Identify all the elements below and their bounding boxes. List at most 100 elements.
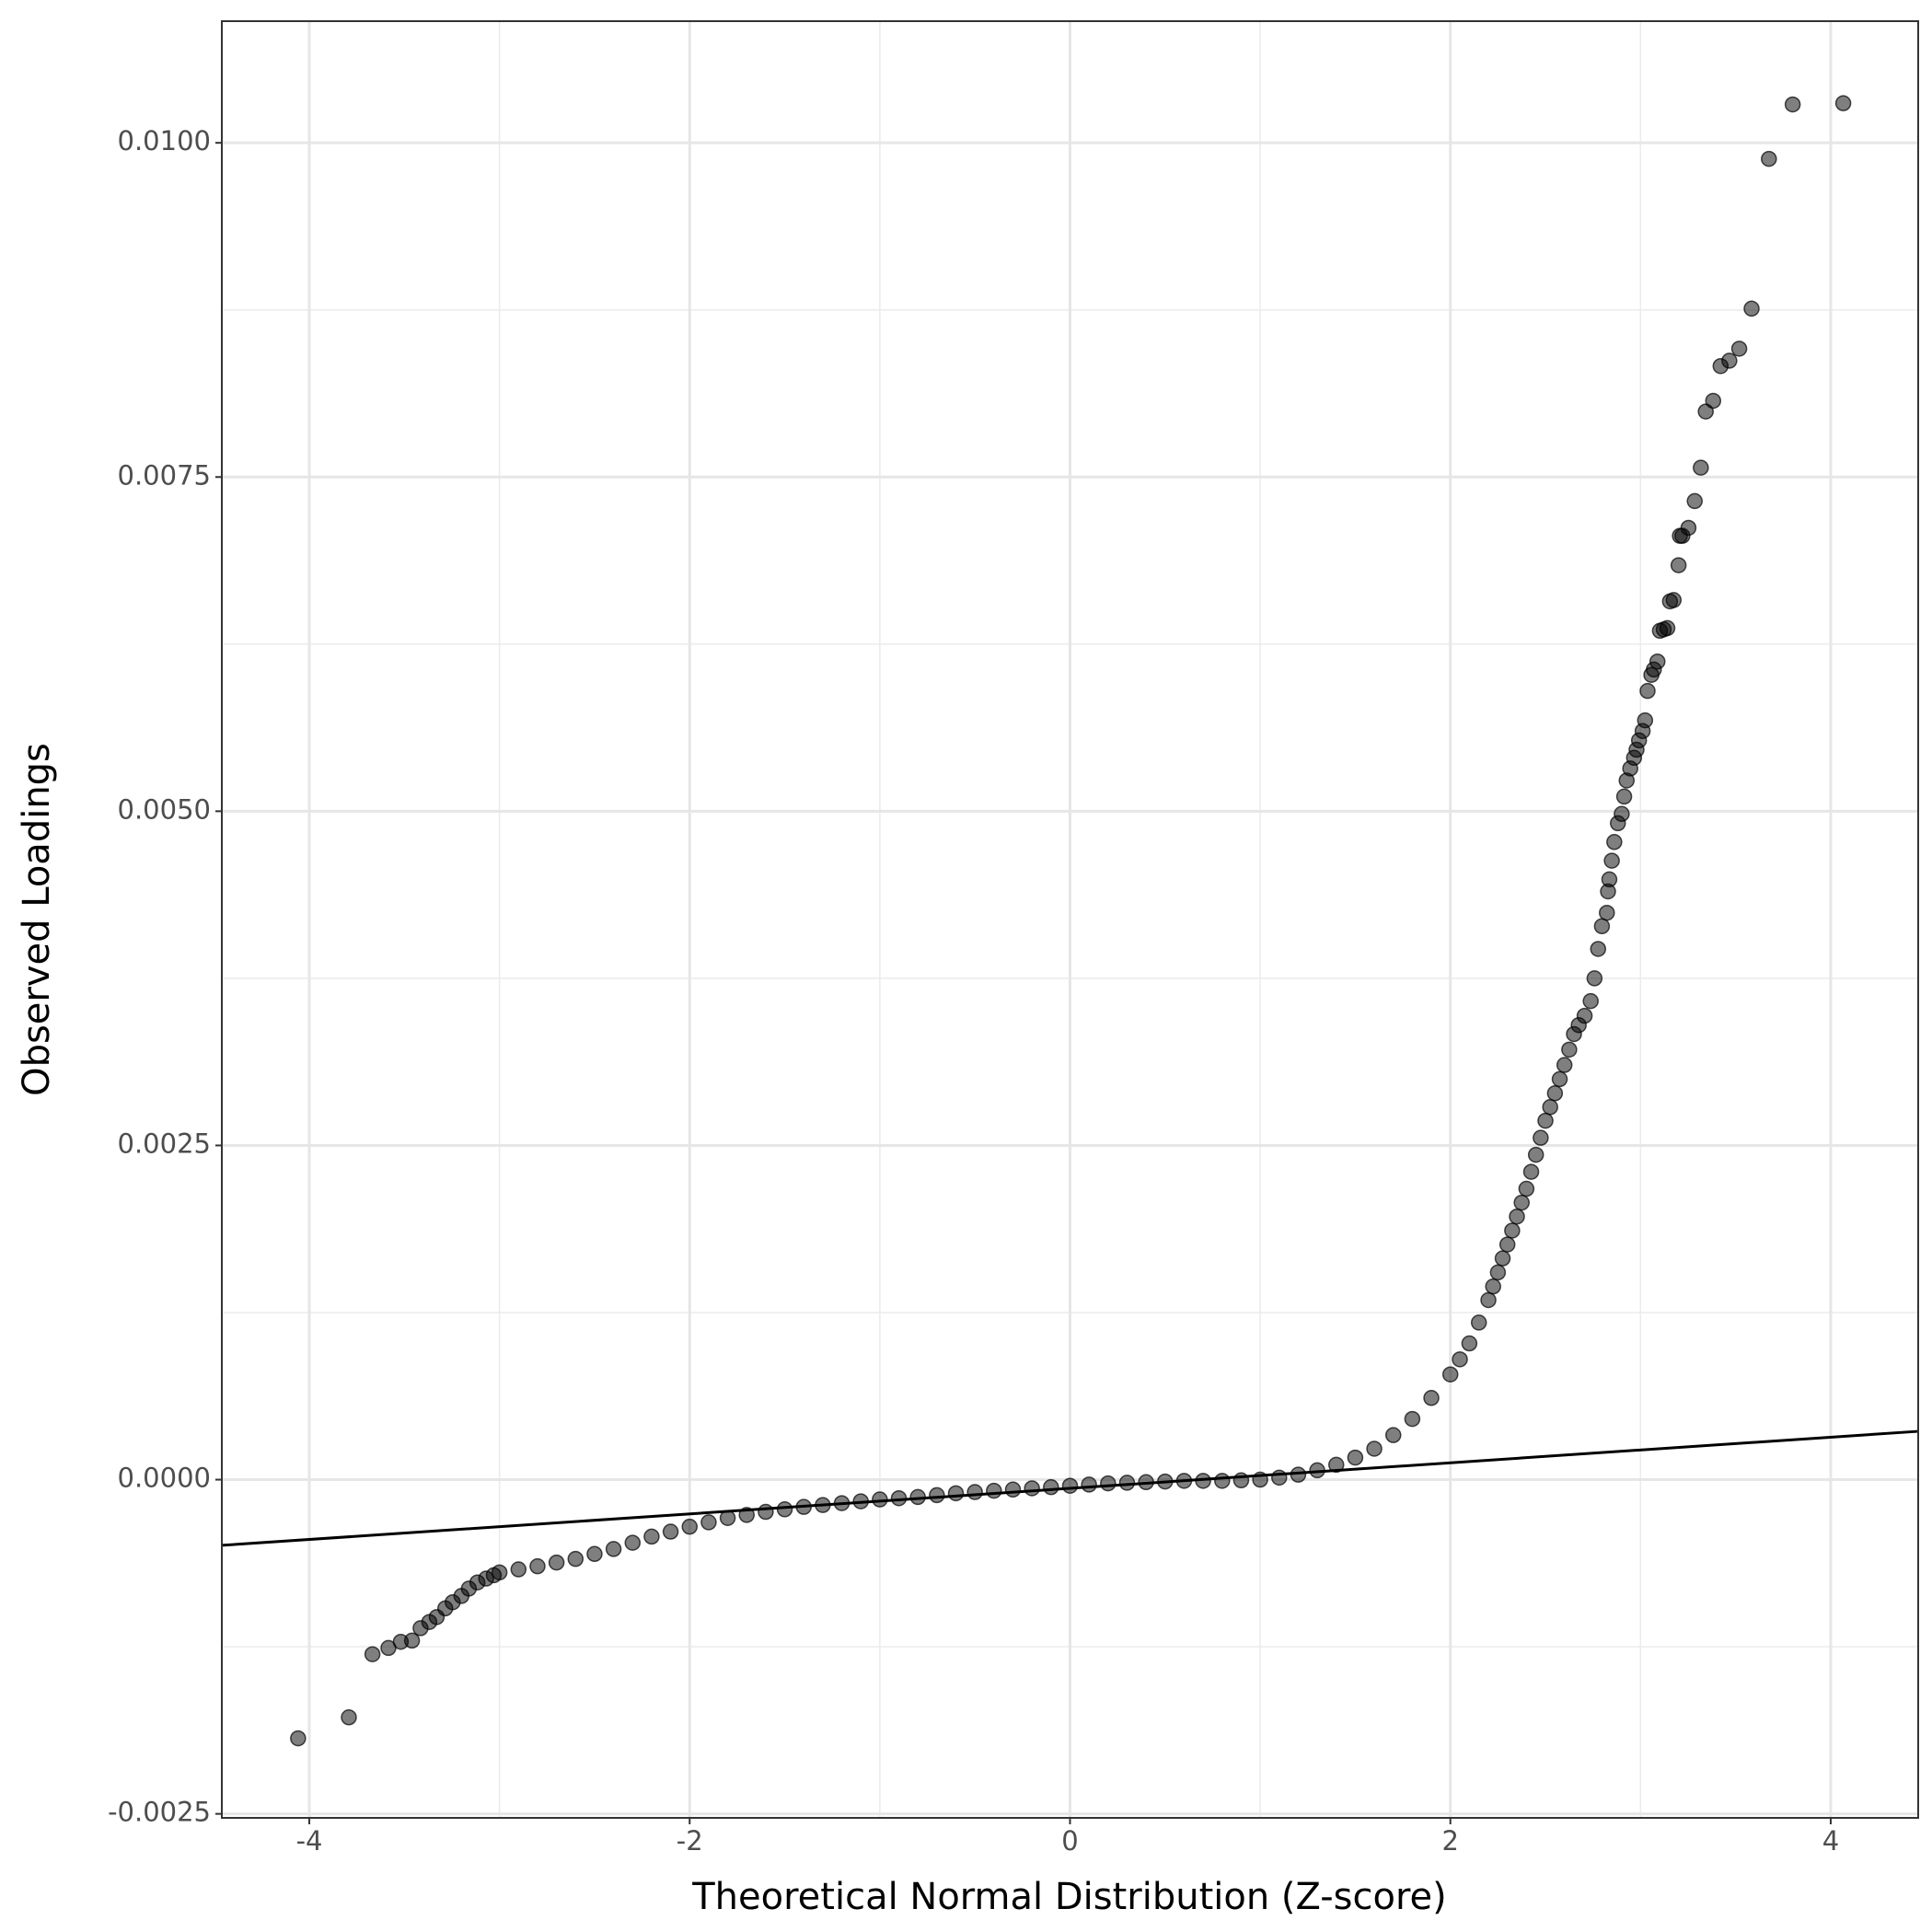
point [966,1484,983,1500]
x-tick-label: 0 [1061,1825,1078,1857]
point [403,1632,421,1649]
x-tick-label: 2 [1442,1825,1459,1857]
point [1470,1314,1487,1331]
point [929,1487,945,1504]
point [624,1534,642,1551]
point [1214,1473,1231,1489]
point [605,1541,622,1557]
point [1761,150,1777,168]
point [1404,1410,1421,1428]
point [364,1646,381,1662]
point [776,1501,793,1518]
point [1601,871,1618,888]
point [567,1550,584,1568]
point [1561,1041,1578,1059]
marks [221,95,1919,1747]
x-tick-label: -2 [677,1825,703,1857]
point [1509,1208,1525,1225]
x-axis-title: Theoretical Normal Distribution (Z-score… [691,1876,1447,1918]
point [700,1514,717,1531]
point [1593,918,1611,935]
y-tick-label: 0.0050 [118,793,211,825]
point [1366,1440,1382,1457]
point [1680,519,1697,537]
y-tick-label: 0.0075 [118,459,211,491]
point [1614,805,1630,823]
point [1533,1129,1549,1146]
point [1556,1057,1573,1073]
point [1480,1291,1497,1309]
point [1542,1099,1558,1116]
point [341,1709,357,1726]
point [1670,557,1687,573]
point [1590,941,1607,957]
point [1494,1250,1511,1267]
point [643,1528,660,1545]
point [1606,834,1623,850]
point [986,1482,1002,1499]
y-axis-title: Observed Loadings [16,743,58,1096]
point [1024,1480,1040,1497]
point [1118,1475,1136,1491]
point [1441,1366,1459,1382]
point [548,1554,565,1571]
point [1551,1070,1568,1088]
point [1452,1351,1468,1368]
point [1100,1475,1116,1492]
point [758,1503,774,1521]
point [1347,1449,1364,1466]
grid [222,21,1918,1818]
point [510,1561,527,1578]
point [1576,1007,1593,1024]
point [586,1545,603,1563]
point [1686,492,1703,510]
point [1721,353,1738,369]
point [662,1523,679,1540]
point [1384,1427,1402,1443]
point [1537,1112,1554,1129]
point [1423,1390,1440,1406]
point [1705,392,1722,410]
point [1586,970,1603,987]
point [1784,96,1801,113]
point [1271,1469,1288,1487]
point [529,1557,546,1575]
y-tick-label: 0.0025 [118,1128,211,1159]
point [1599,904,1615,921]
point [1527,1146,1544,1163]
point [1081,1476,1097,1493]
point [290,1730,307,1747]
point [1518,1180,1535,1197]
x-tick-label: -4 [296,1825,323,1857]
point [1659,619,1676,637]
point [1743,300,1760,318]
point [1834,95,1852,111]
point [1504,1222,1521,1239]
point [1489,1264,1507,1281]
point [1546,1085,1564,1102]
point [491,1564,508,1581]
point [1485,1278,1501,1295]
point [1649,653,1666,670]
point [1061,1477,1079,1494]
point [1498,1236,1516,1253]
point [1730,341,1748,357]
point [1582,992,1599,1010]
y-tick-label: 0.0100 [118,125,211,156]
axes: -4 -2 0 2 4 -0.0025 0.0000 0.0025 0.0050 0.0075 0.… [108,125,1839,1857]
point [1461,1335,1478,1352]
y-tick-label: -0.0025 [108,1797,211,1828]
point [1328,1456,1345,1474]
point [1615,788,1633,805]
point [1603,852,1620,869]
point [1043,1478,1059,1496]
point [1639,682,1656,700]
point [1693,459,1709,476]
point [1513,1194,1530,1211]
point [1004,1481,1022,1498]
point [1665,592,1683,608]
x-tick-label: 4 [1822,1825,1839,1857]
point [1522,1163,1540,1180]
